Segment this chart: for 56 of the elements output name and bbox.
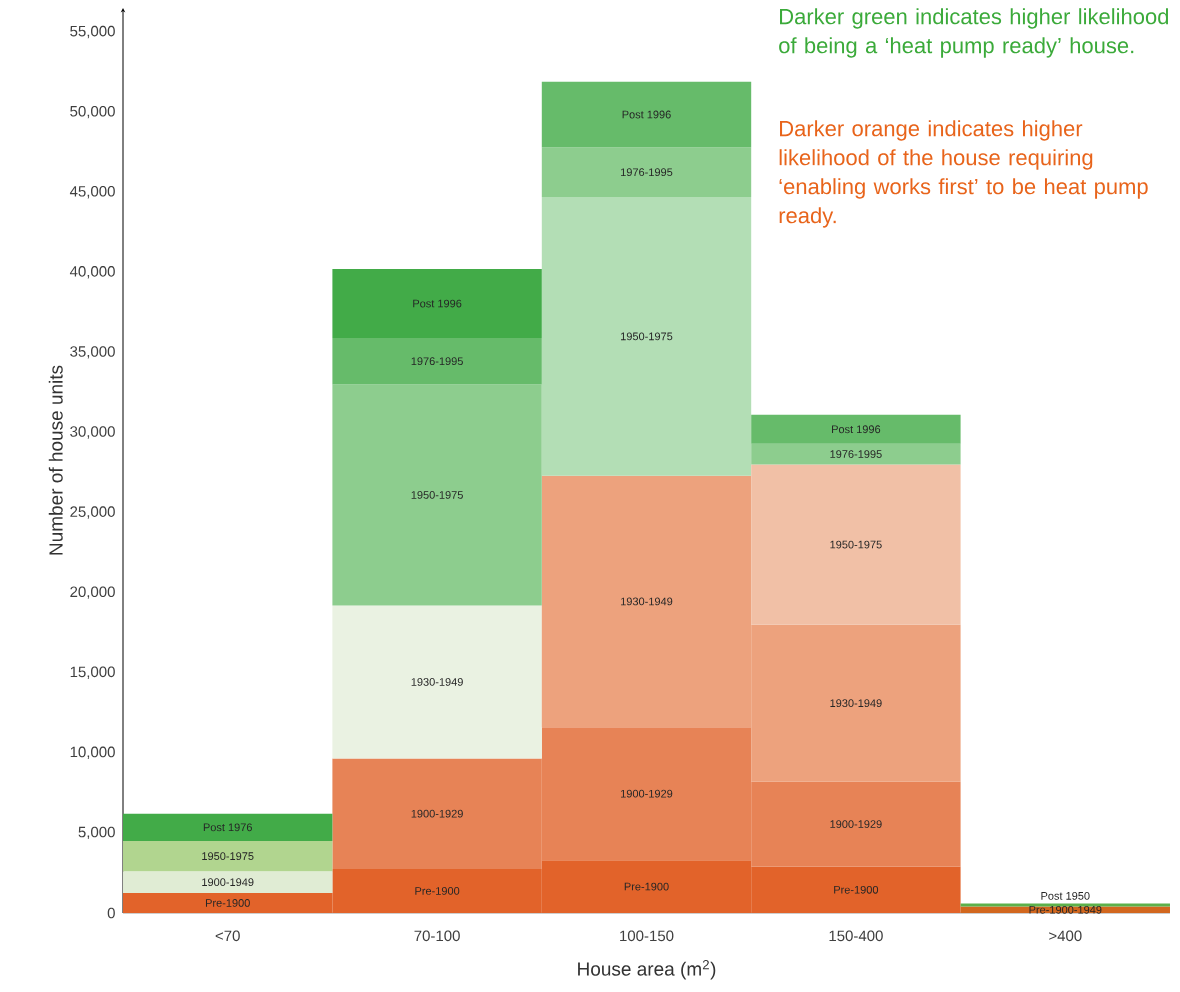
bar: [960, 903, 1170, 907]
data-label: Pre-1900: [624, 882, 669, 891]
data-label: 1950-1975: [830, 540, 882, 549]
data-label: Post 1996: [622, 110, 671, 119]
data-label: 1900-1929: [621, 789, 673, 798]
y-tick-label: 0: [107, 907, 115, 919]
data-label: Post 1996: [413, 299, 462, 308]
data-label: 1900-1929: [830, 820, 882, 828]
data-label: 1950-1975: [621, 332, 673, 341]
y-tick-label: 55,000: [70, 25, 115, 39]
y-tick-label: 20,000: [70, 586, 115, 599]
y-tick-label: 15,000: [70, 666, 115, 679]
y-tick-label: 5,000: [78, 826, 115, 840]
annotation: Darker orange indicates higher likelihood of the house requiring ‘enabling works first’ to be heat pump ready.: [779, 120, 1148, 228]
bar: [332, 605, 542, 759]
y-tick-label: 45,000: [69, 185, 115, 199]
data-label: Pre-1900: [415, 887, 460, 895]
x-tick-label: 100-150: [620, 930, 674, 942]
x-tick-label: >400: [1049, 930, 1082, 942]
bar: [541, 81, 752, 148]
annotation: Darker green indicates higher likelihood of being a ‘heat pump ready’ house.: [779, 8, 1169, 58]
data-label: 1950-1975: [202, 852, 254, 861]
data-label: Post 1976: [203, 823, 252, 832]
x-tick-label: 150-400: [829, 930, 883, 942]
data-label: Pre-1900: [834, 885, 879, 894]
y-tick-label: 30,000: [70, 426, 115, 439]
data-label: 1976-1995: [411, 357, 463, 366]
y-tick-label: 50,000: [70, 105, 115, 119]
data-label: 1950-1975: [411, 491, 463, 499]
data-label: 1900-1949: [202, 878, 254, 887]
data-label: 1976-1995: [621, 168, 673, 177]
y-axis-title: Number of house units: [48, 365, 63, 555]
bar: [123, 871, 333, 893]
data-label: 1900-1929: [411, 809, 463, 818]
bar: [751, 414, 961, 444]
x-axis-title: House area (m$^{2}$): [578, 960, 716, 980]
bar: [751, 464, 961, 625]
bar: [541, 147, 752, 197]
bar: [541, 196, 752, 476]
y-tick-label: 35,000: [70, 346, 115, 359]
bar: [123, 840, 333, 872]
bar: [751, 443, 961, 465]
data-label: 1930-1949: [830, 699, 882, 708]
y-tick-label: 10,000: [70, 746, 115, 759]
data-label: 1976-1995: [830, 450, 882, 458]
data-label: Post 1996: [832, 425, 881, 434]
data-label: 1930-1949: [621, 597, 673, 606]
y-tick-label: 25,000: [70, 506, 115, 519]
bar: [123, 813, 333, 841]
x-tick-label: 70-100: [414, 930, 460, 942]
data-label: 1930-1949: [411, 678, 463, 686]
data-label: Pre-1900: [205, 899, 250, 907]
data-label: Post 1950: [1041, 892, 1090, 900]
x-tick-label: <70: [215, 930, 240, 942]
y-tick-label: 40,000: [69, 266, 115, 279]
data-label: Pre-1900-1949: [1029, 905, 1102, 914]
